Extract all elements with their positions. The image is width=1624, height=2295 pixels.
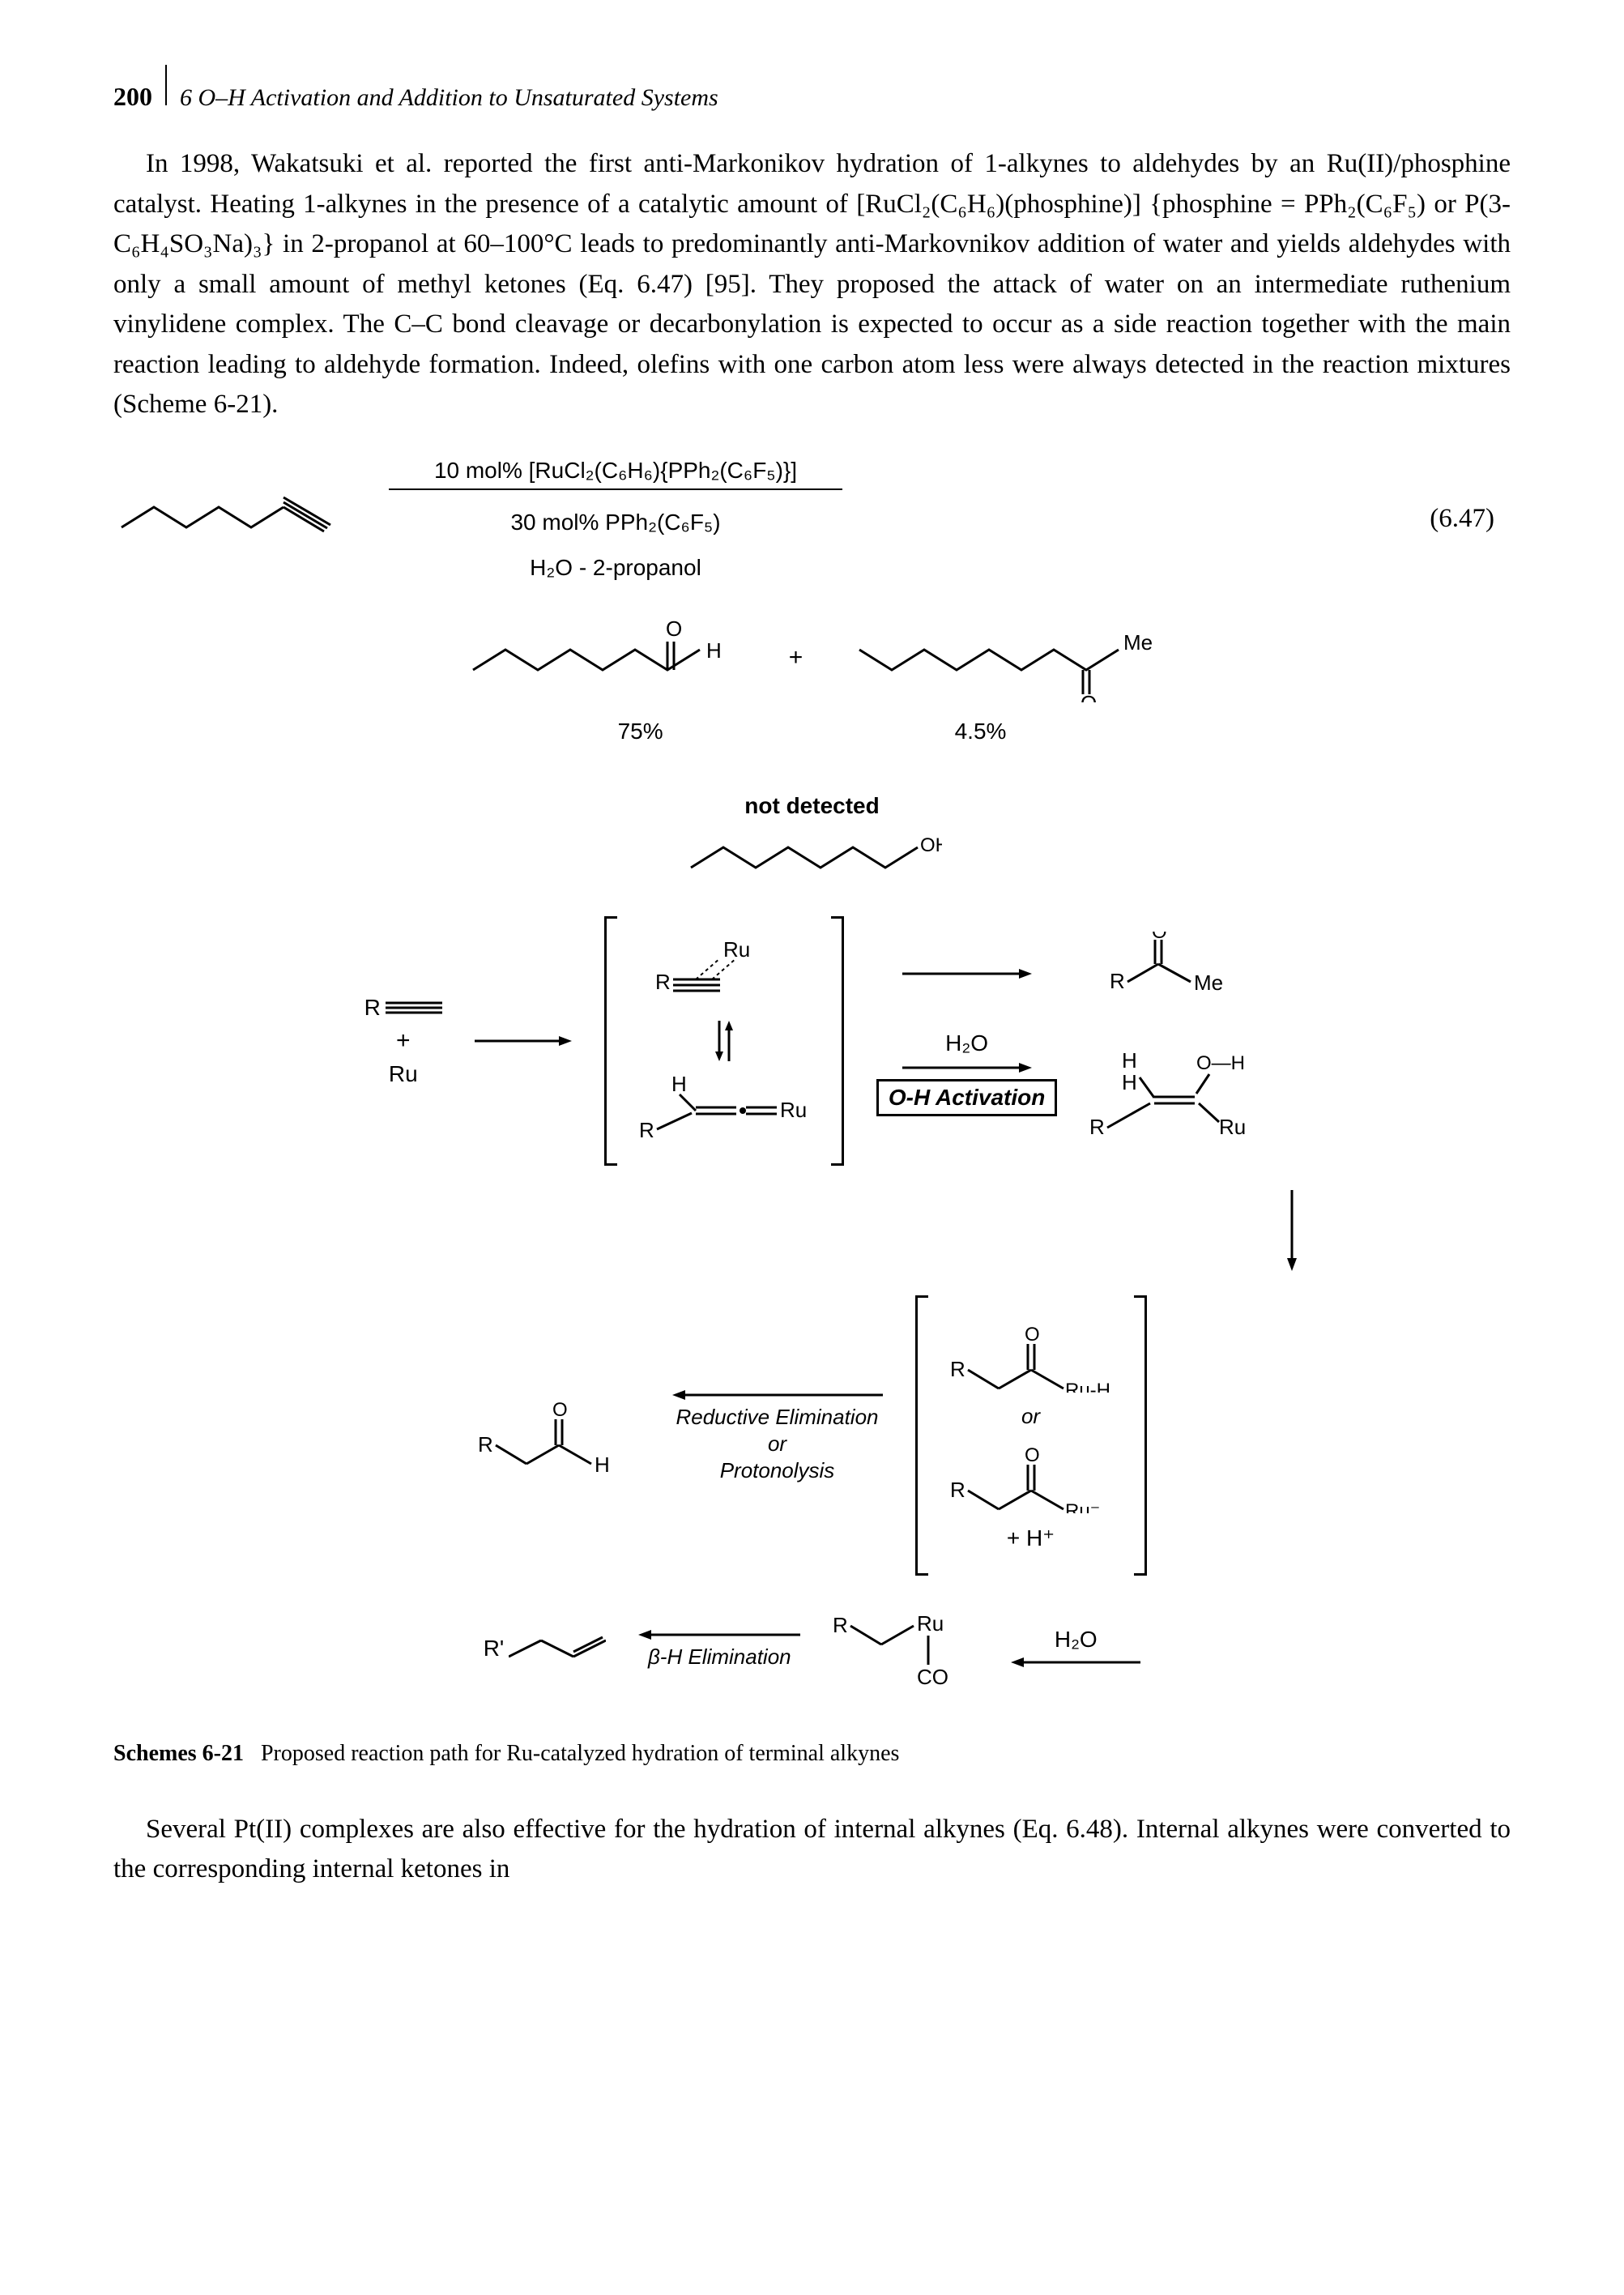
svg-text:Ru⁻: Ru⁻ <box>1065 1500 1100 1513</box>
arrow-right-3 <box>902 1060 1032 1076</box>
svg-text:R: R <box>950 1357 965 1381</box>
alkyne-structure <box>113 487 356 552</box>
plus-2: + <box>396 1027 411 1055</box>
header-divider <box>165 65 167 105</box>
not-detected-label: not detected <box>744 793 879 819</box>
caption-text: Proposed reaction path for Ru-catalyzed … <box>261 1741 899 1766</box>
protonolysis-label: Protonolysis <box>720 1458 835 1483</box>
svg-text:Ru: Ru <box>723 941 750 962</box>
scheme-caption: Schemes 6-21 Proposed reaction path for … <box>113 1738 1511 1769</box>
svg-text:R: R <box>639 1118 654 1141</box>
yield-1: 75% <box>618 719 663 744</box>
triple-bond <box>386 1000 442 1016</box>
svg-text:H: H <box>595 1453 610 1476</box>
acyl-ru-anion: R O Ru⁻ <box>950 1440 1112 1513</box>
reagent-bot: H₂O - 2-propanol <box>530 555 701 581</box>
bracket-intermediate-2: R O Ru-H or R O <box>915 1295 1147 1576</box>
svg-text:O: O <box>666 616 682 641</box>
svg-text:O: O <box>552 1399 568 1421</box>
arrow-left-1 <box>672 1387 883 1403</box>
r-prime-label: R' <box>484 1636 505 1662</box>
h2o-label-1: H₂O <box>945 1030 988 1056</box>
ru-alkyne-complex: R Ru <box>655 941 793 1005</box>
oh-activation-box: O-H Activation <box>876 1079 1057 1116</box>
svg-text:O: O <box>1025 1324 1040 1346</box>
acyl-ruh: R O Ru-H <box>950 1320 1112 1393</box>
bracket-intermediate-1: R Ru H R <box>604 916 844 1166</box>
me-label: Me <box>1123 630 1153 655</box>
svg-text:Me: Me <box>1194 970 1223 995</box>
arrow-right-1 <box>475 1033 572 1049</box>
methyl-ketone-small: R O Me <box>1110 932 1239 1005</box>
svg-text:Ru: Ru <box>917 1611 944 1636</box>
ru-co-intermediate: R Ru CO <box>833 1600 978 1697</box>
svg-text:O: O <box>1025 1444 1040 1466</box>
svg-text:R: R <box>833 1613 848 1637</box>
r-label: R <box>364 995 381 1021</box>
vinylidene-complex: H R Ru <box>639 1077 809 1141</box>
beta-h-elim-label: β-H Elimination <box>648 1644 791 1670</box>
arrow-left-3 <box>1011 1654 1140 1670</box>
scheme-6-21: R + Ru R Ru <box>113 916 1511 1697</box>
or-label: or <box>768 1431 786 1457</box>
svg-text:Ru-H: Ru-H <box>1065 1380 1110 1393</box>
paragraph-2: Several Pt(II) complexes are also effect… <box>113 1810 1511 1890</box>
svg-text:CO: CO <box>917 1665 948 1689</box>
svg-text:O: O <box>1081 691 1097 702</box>
svg-text:R: R <box>950 1478 965 1502</box>
ru-label: Ru <box>389 1061 418 1087</box>
reagent-mid: 30 mol% PPh₂(C₆F₅) <box>510 510 720 535</box>
reagent-top: 10 mol% [RuCl₂(C₆H₆){PPh₂(C₆F₅)}] <box>389 458 842 490</box>
arrow-right-2 <box>902 966 1032 982</box>
h2o-label-2: H₂O <box>1055 1627 1098 1653</box>
svg-text:O—H: O—H <box>1196 1053 1245 1074</box>
h-plus-label: + H⁺ <box>1007 1525 1055 1551</box>
caption-label: Schemes 6-21 <box>113 1741 244 1766</box>
svg-text:O: O <box>1152 932 1167 943</box>
svg-text:H: H <box>1122 1070 1137 1094</box>
svg-text:R: R <box>1110 969 1125 993</box>
h-label: H <box>706 638 722 663</box>
enol-structure: OH <box>683 835 942 884</box>
reductive-elim-label: Reductive Elimination <box>676 1405 878 1430</box>
arrow-down-1 <box>1284 1190 1300 1271</box>
methyl-ketone-product: O Me <box>851 613 1159 702</box>
page-number: 200 <box>113 82 152 112</box>
olefin-structure <box>509 1632 606 1665</box>
svg-text:Ru: Ru <box>1219 1115 1246 1139</box>
svg-text:OH: OH <box>920 835 942 856</box>
equilibrium-arrows <box>708 1017 740 1065</box>
svg-text:R: R <box>1089 1115 1105 1139</box>
page-header: 200 6 O–H Activation and Addition to Uns… <box>113 65 1511 112</box>
svg-text:R: R <box>478 1432 493 1457</box>
paragraph-1: In 1998, Wakatsuki et al. reported the f… <box>113 144 1511 425</box>
plus-sign: + <box>789 644 803 672</box>
svg-text:Ru: Ru <box>780 1098 807 1122</box>
not-detected-row: not detected OH <box>113 793 1511 884</box>
chapter-title: 6 O–H Activation and Addition to Unsatur… <box>180 84 718 112</box>
svg-text:R: R <box>655 970 671 994</box>
equation-6-47: 10 mol% [RuCl₂(C₆H₆){PPh₂(C₆F₅)}] 30 mol… <box>113 458 1511 744</box>
equation-number: (6.47) <box>1430 504 1511 534</box>
svg-text:H: H <box>671 1077 687 1096</box>
or-label-2: or <box>1021 1404 1040 1429</box>
arrow-left-2 <box>638 1627 800 1643</box>
aldehyde-product-small: R O H <box>478 1395 640 1476</box>
yield-2: 4.5% <box>955 719 1007 744</box>
aldehyde-product: O H <box>465 613 740 702</box>
hydroxy-ru-complex: H H R O—H Ru <box>1089 1053 1260 1150</box>
